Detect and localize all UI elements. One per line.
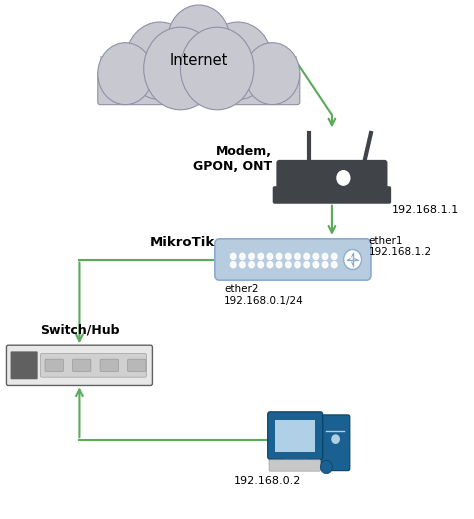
FancyBboxPatch shape [273,186,391,204]
Circle shape [343,249,362,270]
Circle shape [258,253,264,260]
Circle shape [332,435,339,443]
Circle shape [267,253,273,260]
Circle shape [276,262,282,268]
FancyBboxPatch shape [275,419,315,452]
Circle shape [267,262,273,268]
Circle shape [304,253,310,260]
Circle shape [203,22,272,100]
Circle shape [331,253,337,260]
Text: Modem,
GPON, ONT: Modem, GPON, ONT [193,145,272,173]
Circle shape [276,253,282,260]
FancyBboxPatch shape [10,351,37,379]
Circle shape [285,262,291,268]
Circle shape [313,253,319,260]
Circle shape [144,27,217,110]
Text: MikroTik: MikroTik [150,237,215,250]
Bar [100,56,298,102]
Circle shape [285,253,291,260]
Text: 192.168.1.1: 192.168.1.1 [392,206,459,215]
Circle shape [168,5,230,75]
Circle shape [337,171,350,185]
Text: 192.168.0.2: 192.168.0.2 [234,476,301,486]
Circle shape [230,253,236,260]
FancyBboxPatch shape [269,460,320,471]
FancyBboxPatch shape [73,359,91,372]
FancyBboxPatch shape [128,359,146,372]
Circle shape [240,253,245,260]
FancyBboxPatch shape [7,345,153,386]
FancyBboxPatch shape [268,412,323,459]
Circle shape [295,262,300,268]
Text: ether2
192.168.0.1/24: ether2 192.168.0.1/24 [224,284,304,306]
Circle shape [258,262,264,268]
Circle shape [313,262,319,268]
FancyBboxPatch shape [40,353,146,377]
Circle shape [322,262,328,268]
FancyBboxPatch shape [100,359,118,372]
FancyBboxPatch shape [215,239,371,280]
Text: Switch/Hub: Switch/Hub [40,324,120,337]
Circle shape [304,262,310,268]
Circle shape [240,262,245,268]
Circle shape [245,43,300,105]
Circle shape [344,250,361,269]
Circle shape [320,460,332,474]
Circle shape [125,22,194,100]
Circle shape [98,43,153,105]
FancyBboxPatch shape [45,359,64,372]
FancyBboxPatch shape [276,160,387,195]
Circle shape [331,262,337,268]
Circle shape [295,253,300,260]
Circle shape [181,27,254,110]
Circle shape [230,262,236,268]
Circle shape [322,253,328,260]
Circle shape [249,262,255,268]
Text: Internet: Internet [170,53,228,69]
Circle shape [249,253,255,260]
Text: ether1
192.168.1.2: ether1 192.168.1.2 [369,236,432,257]
FancyBboxPatch shape [321,415,350,471]
FancyBboxPatch shape [98,71,300,105]
